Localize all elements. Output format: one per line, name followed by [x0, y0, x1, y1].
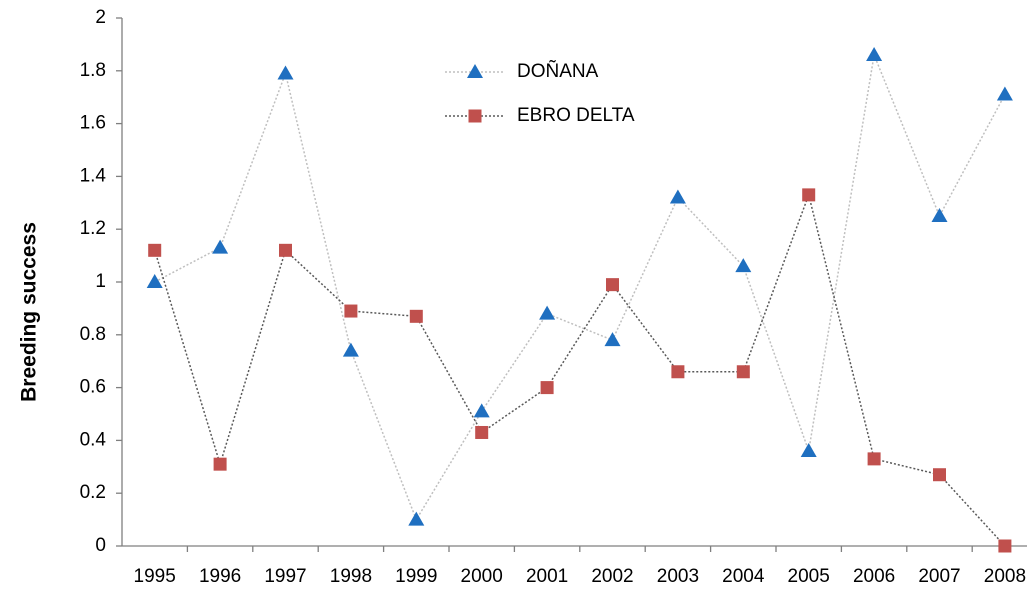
- data-point: [736, 365, 750, 379]
- data-point: [279, 243, 292, 257]
- x-tick-label: 1998: [330, 566, 372, 587]
- legend-label: EBRO DELTA: [517, 105, 635, 126]
- data-point: [671, 365, 685, 379]
- x-tick-label: 2005: [788, 566, 830, 587]
- x-tick-label: 2003: [657, 566, 699, 587]
- y-tick-label: 0.6: [80, 377, 106, 398]
- y-tick-label: 0.8: [80, 324, 106, 345]
- data-point: [606, 278, 619, 292]
- legend-marker: [467, 64, 483, 78]
- x-tick-label: 1995: [134, 566, 176, 587]
- x-tick-label: 2004: [722, 566, 765, 587]
- y-axis-label: Breeding success: [18, 222, 41, 402]
- data-point: [212, 239, 229, 254]
- x-tick-label: 2000: [461, 566, 503, 587]
- x-tick-label: 1997: [264, 566, 306, 587]
- y-tick-label: 0: [95, 535, 106, 556]
- legend-label: DOÑANA: [517, 60, 599, 82]
- data-point: [735, 258, 752, 273]
- data-point: [342, 342, 359, 357]
- data-point: [344, 304, 358, 318]
- x-tick-label: 2007: [918, 566, 960, 587]
- x-tick-label: 2008: [984, 566, 1026, 587]
- y-tick-label: 1.6: [80, 113, 106, 134]
- x-tick-label: 2006: [853, 566, 895, 587]
- data-point: [473, 403, 490, 418]
- data-point: [409, 309, 423, 323]
- x-tick-label: 1999: [395, 566, 437, 587]
- x-tick-label: 2002: [591, 566, 633, 587]
- data-point: [669, 189, 686, 204]
- data-point: [475, 425, 489, 439]
- legend-marker: [468, 109, 482, 123]
- data-point: [408, 511, 425, 526]
- data-point: [866, 46, 883, 61]
- y-tick-label: 0.2: [80, 482, 106, 503]
- series-line: [154, 52, 1006, 522]
- data-point: [604, 332, 621, 347]
- y-tick-label: 2: [95, 7, 106, 28]
- y-tick-label: 1.4: [80, 165, 107, 186]
- data-point: [148, 243, 162, 257]
- data-point: [998, 539, 1012, 553]
- y-tick-label: 1: [95, 271, 106, 292]
- data-point: [277, 65, 294, 80]
- data-point: [933, 468, 946, 482]
- x-tick-label: 1996: [199, 566, 241, 587]
- x-tick-label: 2001: [526, 566, 568, 587]
- data-point: [540, 381, 554, 395]
- data-point: [213, 457, 227, 471]
- data-point: [867, 452, 881, 466]
- data-point: [931, 208, 948, 222]
- data-point: [539, 305, 556, 320]
- data-point: [800, 442, 817, 457]
- y-tick-label: 1.2: [80, 218, 106, 239]
- y-tick-label: 1.8: [80, 60, 106, 81]
- y-tick-label: 0.4: [80, 429, 107, 450]
- data-point: [146, 274, 163, 288]
- data-point: [996, 86, 1013, 101]
- data-point: [802, 188, 816, 202]
